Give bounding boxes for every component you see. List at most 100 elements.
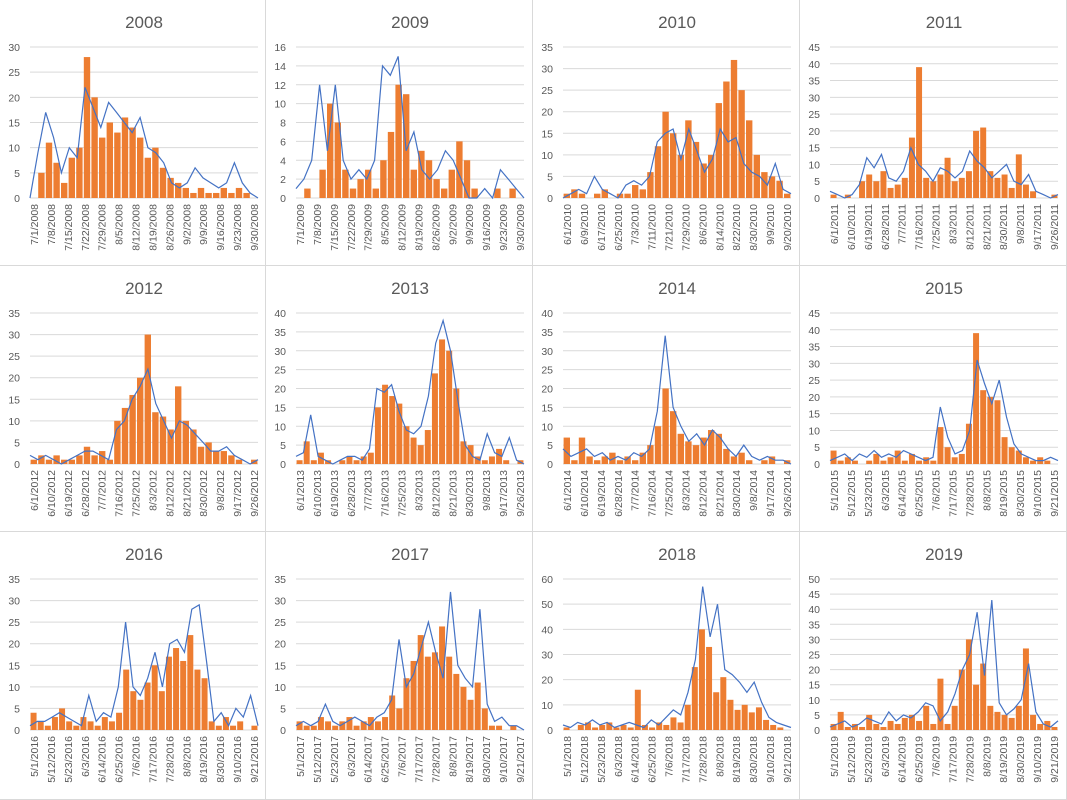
x-tick-label: 6/28/2014 [613, 470, 625, 517]
x-tick-label: 8/19/2018 [731, 736, 743, 783]
series-line [829, 146, 1059, 199]
bar [182, 187, 189, 198]
x-tick-label: 9/8/2013 [481, 470, 493, 511]
bar [776, 180, 783, 198]
x-tick-label: 9/21/2019 [1049, 736, 1061, 783]
bar [777, 727, 784, 730]
bar [1008, 717, 1015, 730]
x-tick-label: 6/14/2017 [363, 736, 375, 783]
bar [190, 192, 197, 198]
bar [137, 699, 144, 730]
x-tick-label: 7/7/2011 [897, 204, 909, 244]
x-tick-label: 8/21/2012 [181, 470, 193, 517]
y-tick-label: 25 [8, 351, 20, 363]
bar [99, 137, 106, 198]
y-tick-label: 10 [808, 425, 820, 437]
x-tick-label: 9/21/2016 [249, 736, 261, 783]
y-tick-label: 15 [808, 680, 820, 692]
bar [830, 450, 837, 464]
y-tick-label: 10 [808, 159, 820, 171]
bar [235, 459, 243, 464]
y-tick-label: 40 [541, 624, 553, 636]
bar [609, 452, 616, 464]
x-tick-label: 6/10/2012 [46, 470, 58, 517]
y-tick-label: 0 [280, 725, 286, 737]
x-tick-label: 6/3/2016 [80, 736, 92, 777]
bar [770, 724, 777, 730]
y-tick-label: 5 [814, 710, 820, 722]
x-tick-label: 7/6/2016 [131, 736, 143, 777]
bar [175, 182, 182, 198]
bar [908, 137, 915, 198]
bar [91, 97, 98, 198]
bar [76, 455, 83, 464]
bar [844, 457, 851, 464]
x-tick-label: 7/25/2012 [131, 470, 143, 517]
x-tick-label: 8/12/2011 [964, 204, 976, 250]
bar [45, 142, 53, 198]
bar [510, 725, 517, 730]
y-tick-label: 20 [541, 675, 553, 687]
x-tick-label: 9/26/2012 [249, 470, 261, 517]
bar [784, 193, 791, 198]
bar [873, 453, 880, 464]
bar [395, 84, 402, 198]
bar [1022, 184, 1029, 198]
y-tick-label: 5 [814, 176, 820, 188]
bar [746, 120, 753, 198]
y-tick-label: 0 [547, 193, 553, 205]
bar [880, 460, 887, 464]
x-tick-label: 7/22/2008 [80, 204, 92, 251]
y-tick-label: 35 [274, 574, 286, 586]
bar [987, 171, 994, 198]
bar [220, 451, 227, 464]
x-tick-label: 8/8/2016 [181, 736, 193, 777]
bar [496, 448, 503, 464]
bar [894, 184, 901, 198]
bar [887, 457, 894, 464]
x-tick-label: 8/12/2013 [430, 470, 442, 517]
x-tick-label: 8/21/2011 [981, 204, 993, 250]
bar [205, 442, 212, 464]
bar [197, 446, 205, 464]
chart-title: 2015 [925, 279, 963, 298]
bar [410, 169, 417, 198]
bar [746, 460, 753, 464]
bar [488, 725, 495, 730]
bar [1030, 191, 1037, 198]
y-tick-label: 10 [541, 700, 553, 712]
y-tick-label: 60 [541, 574, 553, 586]
x-tick-label: 8/30/2010 [748, 204, 760, 251]
y-tick-label: 20 [8, 373, 20, 385]
x-tick-label: 8/8/2018 [714, 736, 726, 777]
x-tick-label: 6/25/2019 [914, 736, 926, 783]
x-tick-label: 7/17/2018 [680, 736, 692, 783]
bar [1022, 648, 1029, 730]
bar [152, 147, 159, 198]
chart-panel-2009: 2009 0 2 4 6 8 10 12 14 16 7/1/2009 7/8/2009 7/15/20… [266, 0, 533, 266]
bar [121, 407, 129, 464]
x-tick-label: 8/19/2009 [413, 204, 425, 251]
x-tick-label: 5/12/2015 [846, 470, 858, 517]
chart-title: 2008 [125, 13, 163, 32]
bar [357, 179, 364, 198]
bar [965, 423, 972, 464]
x-tick-label: 9/8/2014 [748, 470, 760, 511]
x-tick-label: 8/30/2015 [1015, 470, 1027, 517]
bar [1015, 450, 1022, 464]
bar [251, 725, 258, 730]
bar [866, 174, 873, 198]
x-tick-label: 7/1/2008 [29, 204, 41, 245]
bar [116, 712, 123, 730]
x-tick-label: 5/1/2018 [562, 736, 574, 777]
x-tick-label: 6/10/2011 [846, 204, 858, 250]
y-tick-label: 30 [808, 358, 820, 370]
x-tick-label: 6/14/2018 [630, 736, 642, 783]
bar [342, 169, 349, 198]
bar [410, 437, 417, 464]
y-tick-label: 30 [541, 346, 553, 358]
bar [243, 192, 250, 198]
y-tick-label: 25 [541, 85, 553, 97]
bar [121, 117, 129, 198]
bar [715, 103, 722, 198]
